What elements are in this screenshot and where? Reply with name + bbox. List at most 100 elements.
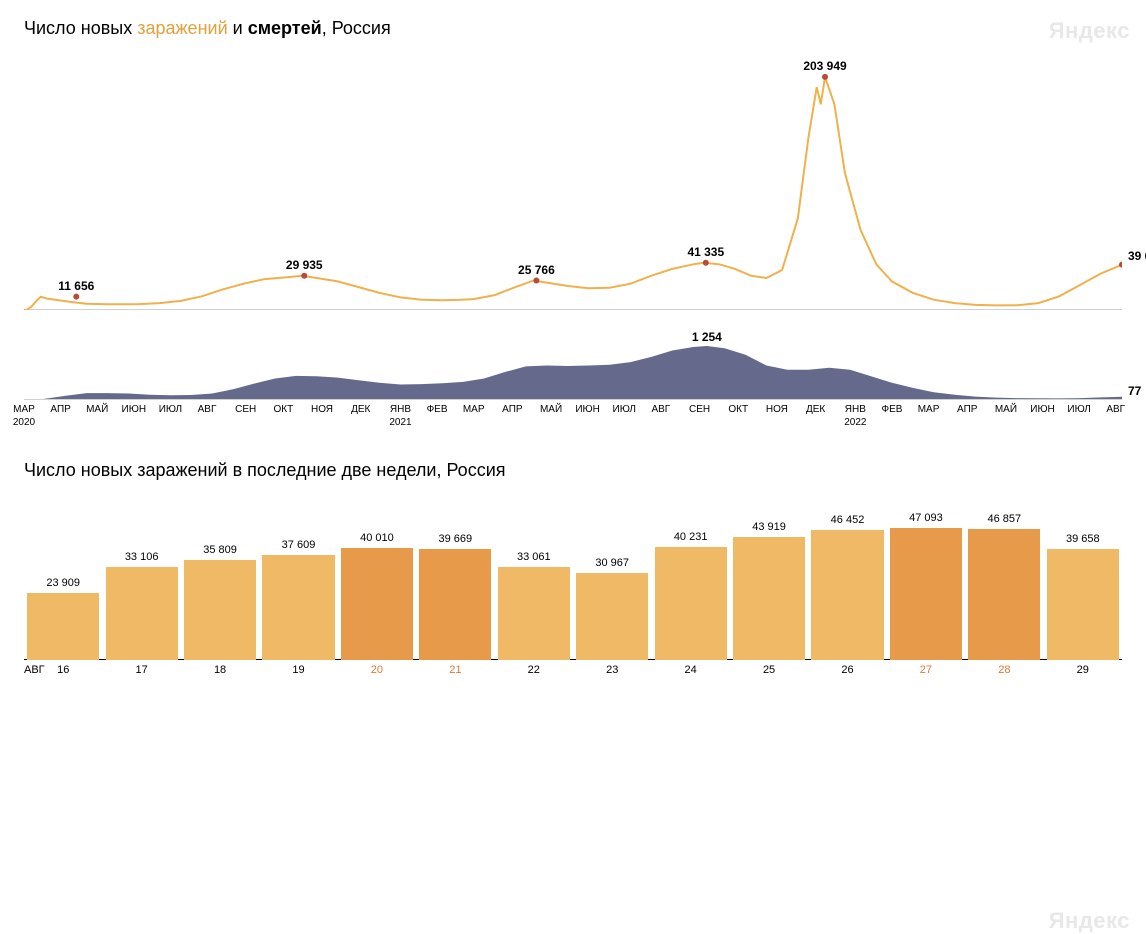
top-section: Число новых заражений и смертей, Россия … [0, 0, 1146, 440]
bar [576, 573, 648, 660]
peak-marker [822, 74, 828, 80]
bar-x-month: АВГ [24, 664, 45, 676]
bar [184, 560, 256, 660]
bar-x-tick: 16 [57, 664, 69, 676]
peak-marker [533, 278, 539, 284]
bar-value-label: 40 010 [360, 532, 394, 544]
bar [1047, 549, 1119, 660]
bar-value-label: 46 857 [988, 513, 1022, 525]
bar-x-tick: 21 [449, 664, 461, 676]
x-axis-tick: АПР [502, 404, 522, 415]
bar-chart: 23 909 33 106 35 809 37 609 40 010 39 669 33 0… [24, 500, 1122, 660]
title-infections: заражений [137, 18, 227, 38]
x-axis-tick: АВГ [198, 404, 217, 415]
bar-x-tick: 23 [606, 664, 618, 676]
bar [890, 528, 962, 660]
deaths-area [24, 346, 1122, 400]
bar-x-tick: 20 [371, 664, 383, 676]
bar-value-label: 37 609 [282, 539, 316, 551]
bar-value-label: 30 967 [595, 557, 629, 569]
bar-x-tick: 22 [528, 664, 540, 676]
x-axis-tick: АПР [50, 404, 70, 415]
bar-value-label: 46 452 [831, 514, 865, 526]
deaths-end-label: 77 [1128, 384, 1141, 398]
bar-x-tick: 17 [136, 664, 148, 676]
peak-label: 11 656 [58, 279, 94, 293]
x-axis-tick: ИЮН [122, 404, 147, 415]
x-axis-tick: МАР2020 [13, 404, 35, 428]
bar-x-tick: 26 [841, 664, 853, 676]
bar-x-tick: 19 [292, 664, 304, 676]
title-mid: и [228, 18, 248, 38]
bar-value-label: 23 909 [46, 577, 80, 589]
watermark-top: Яндекс [1049, 18, 1130, 44]
bar [27, 593, 99, 660]
bar [498, 567, 570, 660]
bar [733, 537, 805, 660]
deaths-area-chart [24, 340, 1122, 400]
peak-label: 25 766 [518, 263, 555, 277]
bar-value-label: 35 809 [203, 544, 237, 556]
x-axis-tick: ИЮЛ [613, 404, 636, 415]
peak-marker [73, 294, 79, 300]
title-suffix: , Россия [322, 18, 391, 38]
bar [811, 530, 883, 660]
x-axis-tick: ИЮН [1030, 404, 1055, 415]
bar-value-label: 43 919 [752, 521, 786, 533]
x-axis-tick: МАЙ [540, 404, 562, 415]
x-axis-tick: ФЕВ [881, 404, 902, 415]
bottom-section: Число новых заражений в последние две не… [0, 440, 1146, 691]
x-axis-tick: АВГ [1106, 404, 1125, 415]
x-axis-tick: НОЯ [311, 404, 333, 415]
bar [968, 529, 1040, 660]
deaths-peak-label: 1 254 [692, 330, 722, 344]
x-axis-tick: ДЕК [806, 404, 825, 415]
end-label: 39 658 [1128, 249, 1146, 263]
x-axis-tick: СЕН [689, 404, 710, 415]
x-axis-tick: МАЙ [86, 404, 108, 415]
bar-x-axis: АВГ1617181920212223242526272829 [24, 664, 1122, 684]
peak-marker [703, 260, 709, 266]
bar-value-label: 39 669 [439, 533, 473, 545]
bar-x-tick: 28 [998, 664, 1010, 676]
title-deaths: смертей [248, 18, 322, 38]
bar-value-label: 33 061 [517, 551, 551, 563]
peak-label: 203 949 [803, 59, 846, 73]
x-axis-tick: МАР [463, 404, 485, 415]
bar-value-label: 33 106 [125, 551, 159, 563]
chart-container: Число новых заражений и смертей, Россия … [0, 0, 1146, 691]
bar [655, 547, 727, 660]
top-x-axis: МАР2020АПРМАЙИЮНИЮЛАВГСЕНОКТНОЯДЕКЯНВ202… [24, 404, 1122, 434]
x-axis-tick: ДЕК [351, 404, 370, 415]
x-axis-tick: ИЮН [575, 404, 600, 415]
bar [262, 555, 334, 660]
x-axis-tick: НОЯ [766, 404, 788, 415]
x-axis-tick: ОКТ [728, 404, 748, 415]
peak-label: 29 935 [286, 258, 323, 272]
x-axis-tick: ИЮЛ [1067, 404, 1090, 415]
bar-value-label: 39 658 [1066, 533, 1100, 545]
x-axis-tick: АВГ [651, 404, 670, 415]
bar-x-tick: 25 [763, 664, 775, 676]
top-chart-title: Число новых заражений и смертей, Россия [24, 18, 391, 39]
watermark-bottom: Яндекс [1049, 908, 1130, 934]
bar-x-tick: 27 [920, 664, 932, 676]
x-axis-tick: АПР [957, 404, 977, 415]
x-axis-tick: ФЕВ [427, 404, 448, 415]
x-axis-tick: МАЙ [995, 404, 1017, 415]
bar-value-label: 40 231 [674, 531, 708, 543]
peak-label: 41 335 [687, 245, 724, 259]
bottom-chart-title: Число новых заражений в последние две не… [24, 460, 506, 481]
peak-marker [301, 273, 307, 279]
title-prefix: Число новых [24, 18, 137, 38]
x-axis-tick: ИЮЛ [159, 404, 182, 415]
x-axis-tick: ЯНВ2022 [844, 404, 866, 428]
bar-x-tick: 24 [685, 664, 697, 676]
bar [419, 549, 491, 660]
x-axis-tick: ЯНВ2021 [389, 404, 411, 428]
bar-value-label: 47 093 [909, 512, 943, 524]
bar [341, 548, 413, 660]
infections-line [24, 77, 1122, 310]
bar [106, 567, 178, 660]
infections-line-chart [24, 60, 1122, 310]
